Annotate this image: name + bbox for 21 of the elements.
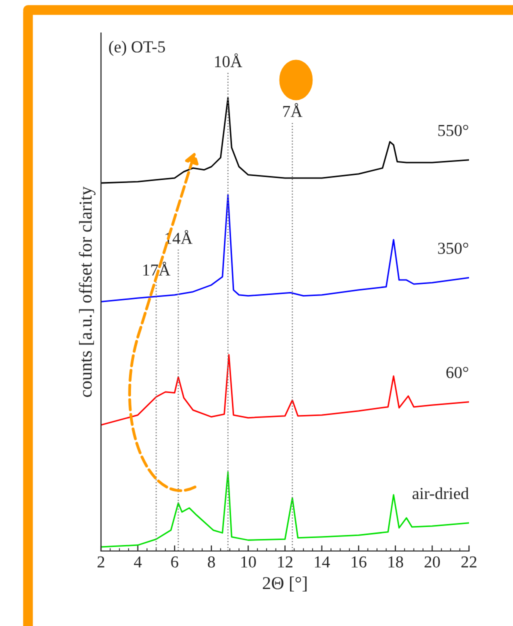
series-label: 350° (438, 242, 468, 254)
x-tick-label: 22 (461, 556, 476, 568)
x-tick-label: 12 (278, 556, 292, 568)
x-tick-label: 18 (388, 556, 404, 568)
chart-title: (e) OT-5 (109, 40, 165, 56)
ref-line-label: 10Å (215, 53, 242, 68)
ref-line-label: 7Å (283, 103, 302, 117)
x-axis-title: 2Θ [°] (262, 576, 307, 592)
ref-line-label: 17Å (143, 262, 170, 276)
series-label: air-dried (412, 487, 469, 500)
series-label: 60° (446, 366, 468, 378)
y-axis-title: counts [a.u.] offset for clarity (78, 186, 96, 397)
x-tick-label: 2 (98, 556, 104, 568)
x-tick-label: 4 (134, 556, 142, 568)
x-tick-label: 20 (424, 556, 440, 568)
x-tick-label: 14 (314, 556, 330, 568)
x-tick-label: 10 (241, 556, 256, 568)
x-tick-label: 6 (171, 556, 178, 568)
x-tick-label: 16 (352, 556, 366, 568)
series-label: 550° (438, 124, 468, 136)
x-tick-label: 8 (208, 556, 215, 568)
